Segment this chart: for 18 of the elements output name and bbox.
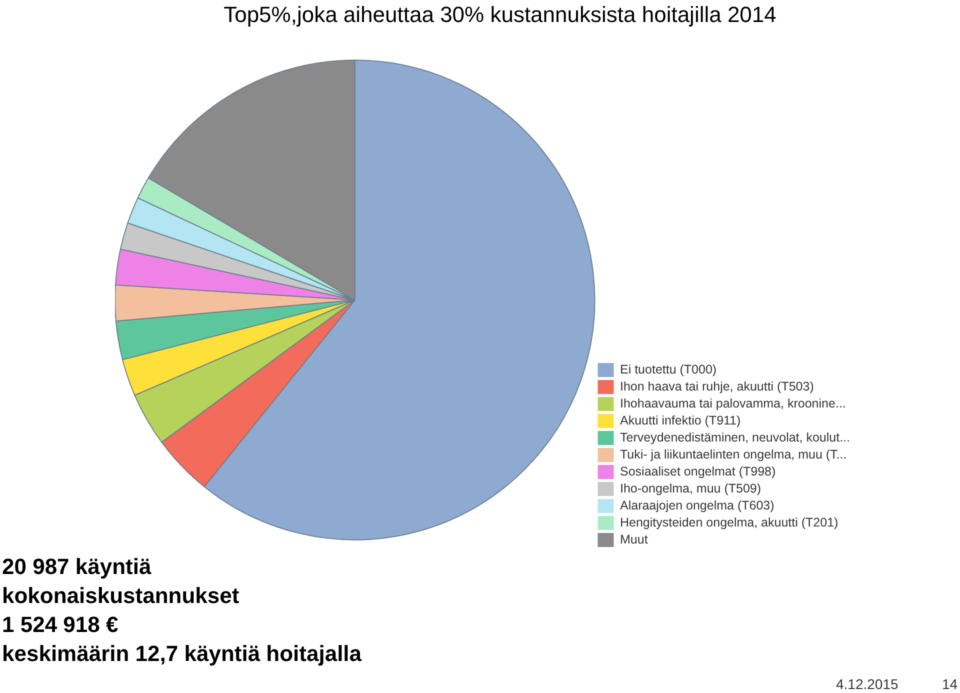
text: 4.12.2015 — [836, 676, 898, 692]
legend-label: Sosiaaliset ongelmat (T998) — [620, 464, 776, 478]
legend-label: Tuki- ja liikuntaelinten ongelma, muu (T... — [620, 447, 847, 462]
legend-label: Terveydenedistäminen, neuvolat, koulut... — [620, 430, 850, 444]
legend-label: Ei tuotettu (T000) — [620, 362, 717, 376]
chart-title: Top5%,joka aiheuttaa 30% kustannuksista hoitajilla 2014 — [222, 2, 778, 28]
legend-label: Alaraajojen ongelma (T603) — [620, 498, 774, 512]
text: kokonaiskustannukset — [2, 582, 240, 610]
text: 14 — [942, 676, 958, 692]
legend-label: Hengitysteiden ongelma, akuutti (T201) — [620, 515, 838, 530]
legend-label: Iho-ongelma, muu (T509) — [620, 481, 762, 496]
text: keskimäärin 12,7 käyntiä hoitajalla — [2, 640, 362, 668]
text: 1 524 918 € — [2, 611, 120, 639]
legend-label: Muut — [620, 532, 648, 546]
text: 20 987 käyntiä — [2, 553, 152, 581]
legend-label: Ihohaavauma tai palovamma, kroonine... — [620, 396, 846, 410]
legend-label: Ihon haava tai ruhje, akuutti (T503) — [620, 379, 814, 394]
legend-label: Akuutti infektio (T911) — [620, 413, 741, 428]
